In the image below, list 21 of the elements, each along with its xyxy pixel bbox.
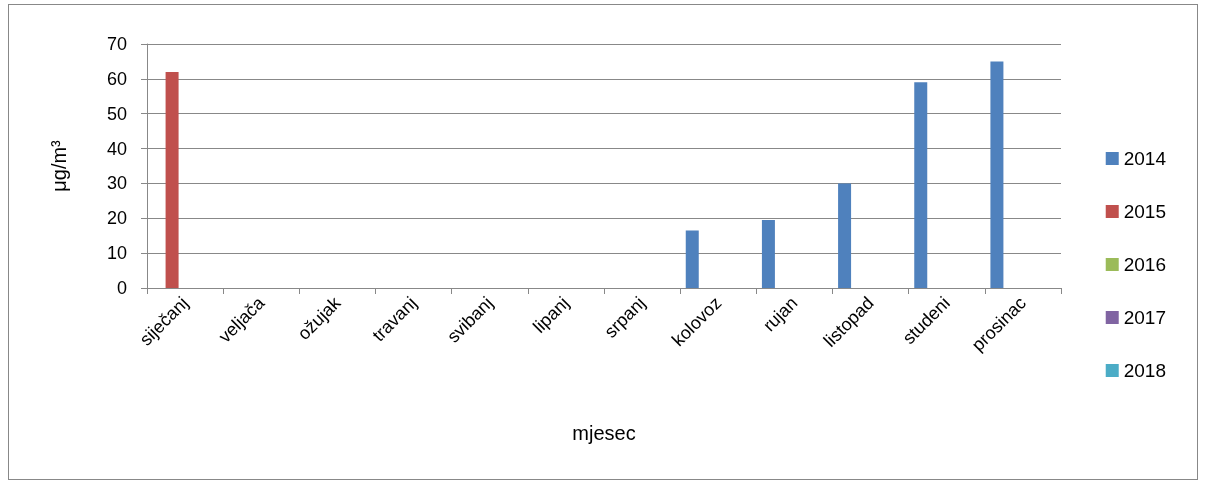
- bar: [914, 82, 928, 288]
- y-tick-label: 10: [106, 243, 127, 264]
- y-tick-label: 30: [106, 173, 127, 194]
- legend-label: 2018: [1123, 360, 1167, 381]
- bar: [685, 230, 699, 288]
- y-tick-label: 0: [116, 278, 127, 298]
- legend-label: 2015: [1123, 201, 1167, 222]
- y-tick-label: 70: [106, 34, 127, 54]
- bar: [761, 220, 775, 288]
- legend-label: 2016: [1123, 254, 1167, 275]
- y-axis-title: μg/m³: [48, 139, 70, 192]
- y-tick-label: 60: [106, 68, 127, 89]
- y-tick-label: 50: [106, 103, 127, 124]
- legend-label: 2014: [1123, 148, 1167, 169]
- legend-label: 2017: [1123, 307, 1167, 328]
- bar: [165, 71, 179, 288]
- x-axis-title: mjesec: [572, 422, 636, 444]
- y-tick-label: 40: [106, 138, 127, 159]
- y-tick-label: 20: [106, 208, 127, 229]
- bar: [838, 183, 852, 288]
- bar: [990, 61, 1004, 288]
